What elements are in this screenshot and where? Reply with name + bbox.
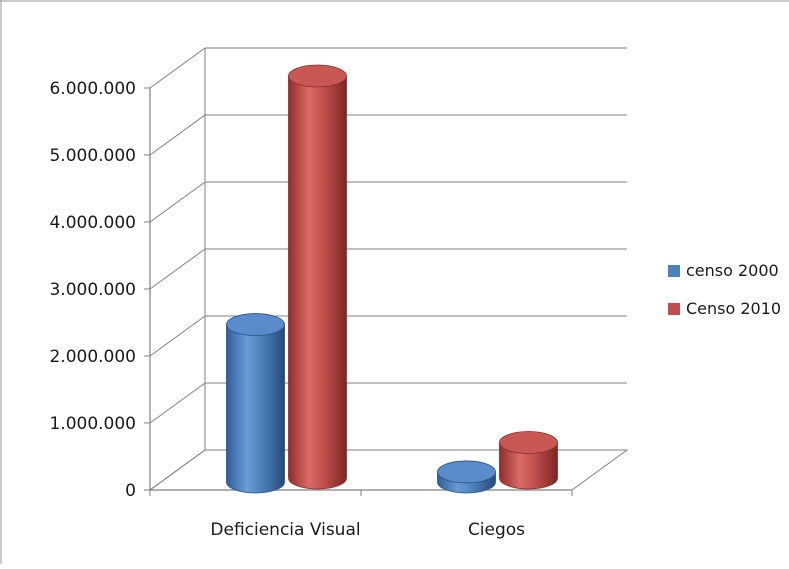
bar-body	[499, 442, 558, 490]
legend-swatch	[668, 303, 680, 315]
bar-1-1	[499, 431, 558, 490]
bar-top	[437, 460, 496, 484]
bar-top	[288, 64, 347, 88]
y-tick-label: 6.000.000	[49, 79, 136, 99]
side-wall-line	[149, 382, 206, 424]
legend-layer: censo 2000 Censo 2010	[668, 261, 781, 318]
bar-top	[226, 313, 285, 336]
bar-0-0	[226, 313, 285, 494]
bar-0-1	[437, 460, 496, 494]
y-tick-label: 5.000.000	[49, 146, 136, 166]
x-tick-label: Ciegos	[468, 520, 525, 540]
bar-1-0	[288, 64, 347, 490]
legend-label: censo 2000	[686, 261, 779, 280]
bars-layer	[226, 64, 558, 494]
axis-layer	[144, 48, 573, 496]
grid-layer	[148, 47, 629, 491]
legend-swatch	[668, 265, 680, 277]
side-wall-line	[149, 181, 206, 223]
side-wall-line	[149, 47, 206, 89]
y-tick-label: 4.000.000	[49, 213, 136, 233]
y-tick-label: 0	[125, 481, 136, 501]
bar-body	[226, 324, 285, 494]
side-wall-line	[149, 114, 206, 156]
legend-label: Censo 2010	[686, 299, 781, 318]
side-wall-line	[149, 315, 206, 357]
labels-layer: 0 1.000.000 2.000.000 3.000.000 4.000.000 5.0…	[49, 79, 525, 540]
bar-body	[288, 75, 347, 490]
x-tick-label: Deficiencia Visual	[210, 520, 360, 540]
side-wall-line	[149, 248, 206, 290]
y-tick-label: 1.000.000	[49, 414, 136, 434]
bar-top	[499, 431, 558, 454]
y-tick-label: 3.000.000	[49, 280, 136, 300]
y-tick-label: 2.000.000	[49, 347, 136, 367]
